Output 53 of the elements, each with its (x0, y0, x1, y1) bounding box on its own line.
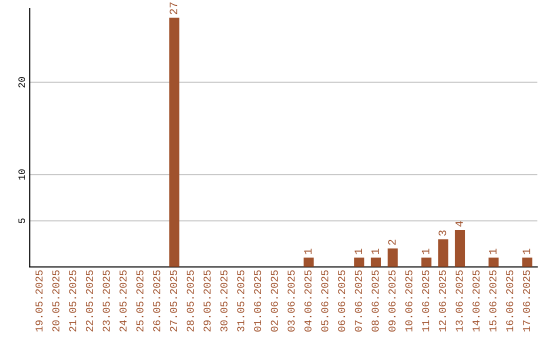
x-tick-label: 05.06.2025 (321, 270, 328, 332)
x-tick-label: 16.06.2025 (506, 270, 514, 332)
x-tick-label: 27.05.2025 (170, 270, 178, 332)
data-label: 1 (522, 248, 530, 254)
bar (522, 258, 532, 267)
y-tick-label: 20 (18, 77, 25, 88)
x-tick-label: 22.05.2025 (86, 270, 94, 332)
x-tick-label: 01.06.2025 (254, 270, 262, 332)
x-tick-label: 30.05.2025 (220, 270, 228, 332)
bar (169, 18, 180, 267)
data-label: 4 (456, 221, 463, 227)
data-label: 1 (422, 248, 430, 254)
bar (488, 258, 499, 267)
x-tick-label: 23.05.2025 (102, 270, 110, 332)
x-tick-label: 14.06.2025 (472, 270, 480, 332)
bar (438, 239, 448, 267)
x-tick-label: 31.05.2025 (237, 270, 244, 332)
x-tick-label: 15.06.2025 (489, 270, 496, 332)
data-label: 1 (304, 248, 312, 254)
x-tick-label: 03.06.2025 (288, 270, 295, 332)
x-tick-label: 29.05.2025 (204, 270, 211, 332)
bar (370, 258, 381, 267)
data-label: 2 (388, 240, 396, 245)
data-label: 1 (489, 248, 496, 254)
data-label: 3 (438, 230, 446, 236)
bar (304, 258, 314, 267)
x-tick-label: 17.06.2025 (522, 270, 530, 332)
x-tick-label: 04.06.2025 (304, 270, 312, 332)
y-tick-label: 5 (18, 218, 25, 224)
data-label: 1 (354, 248, 362, 254)
x-tick-label: 21.05.2025 (69, 270, 76, 332)
x-tick-label: 08.06.2025 (372, 270, 379, 332)
bar (388, 248, 398, 267)
x-tick-label: 12.06.2025 (438, 270, 446, 332)
data-label: 1 (372, 248, 379, 254)
x-tick-label: 28.05.2025 (186, 270, 194, 332)
x-tick-label: 07.06.2025 (354, 270, 362, 332)
x-tick-label: 20.05.2025 (52, 270, 60, 332)
x-tick-label: 06.06.2025 (338, 270, 346, 332)
x-tick-label: 02.06.2025 (270, 270, 278, 332)
x-tick-label: 13.06.2025 (456, 270, 463, 332)
data-label: 27 (170, 2, 178, 14)
x-tick-label: 25.05.2025 (136, 270, 144, 332)
bar (354, 258, 364, 267)
bar (421, 258, 432, 267)
bar (454, 230, 466, 267)
x-tick-label: 10.06.2025 (405, 270, 412, 332)
x-tick-label: 26.05.2025 (153, 270, 160, 332)
x-tick-label: 11.06.2025 (422, 270, 430, 332)
y-tick-label: 10 (18, 169, 25, 180)
x-tick-label: 19.05.2025 (36, 270, 43, 332)
x-tick-label: 09.06.2025 (388, 270, 396, 332)
x-tick-label: 24.05.2025 (120, 270, 127, 332)
